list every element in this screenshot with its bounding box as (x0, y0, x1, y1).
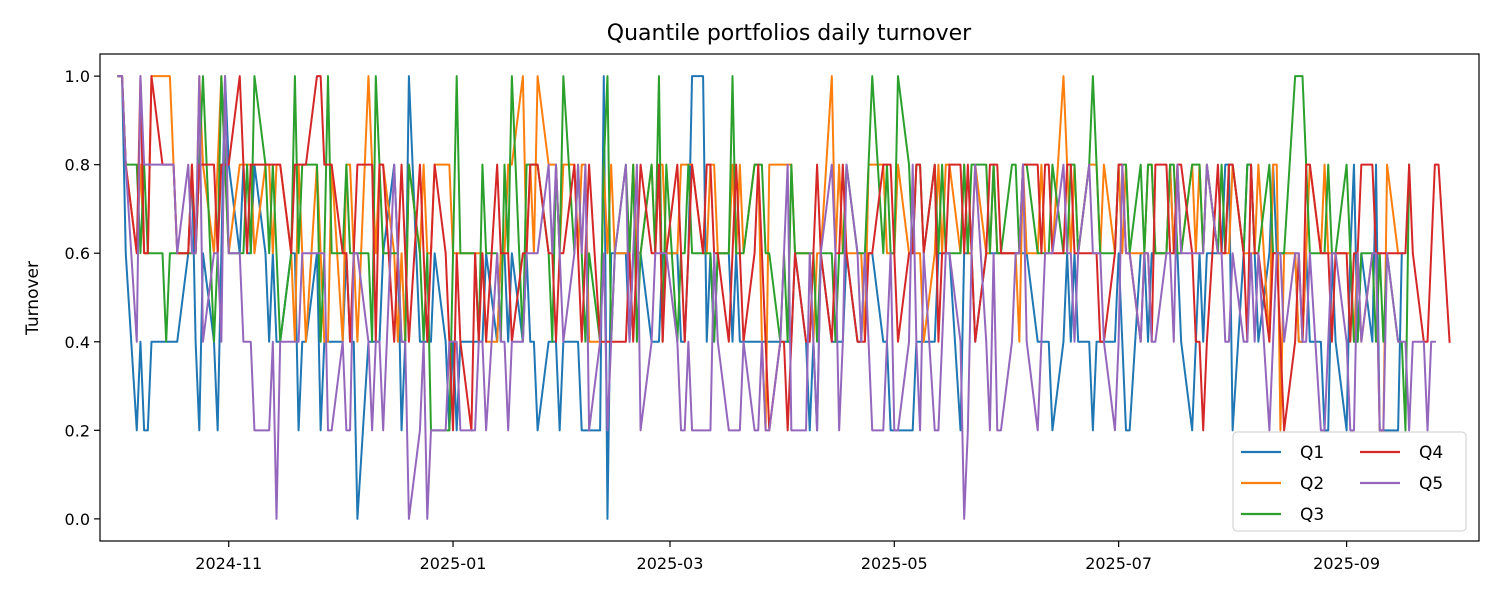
x-tick-label: 2025-07 (1085, 554, 1152, 573)
chart-title: Quantile portfolios daily turnover (607, 21, 972, 46)
y-tick-label: 1.0 (65, 67, 90, 86)
plot-area (117, 75, 1451, 520)
series-line-q5 (117, 75, 1436, 520)
legend-label-q3: Q3 (1300, 505, 1324, 525)
y-tick-label: 0.4 (65, 333, 90, 352)
y-axis-label: Turnover (23, 261, 43, 336)
y-tick-label: 0.2 (65, 421, 90, 440)
series-line-q1 (117, 75, 1403, 520)
series-line-q3 (117, 75, 1411, 432)
x-tick-label: 2025-05 (861, 554, 928, 573)
series-lines (117, 75, 1451, 520)
y-tick-label: 0.8 (65, 156, 90, 175)
plot-frame (99, 53, 1480, 542)
legend: Q1 Q2 Q3 Q4 Q5 (1232, 431, 1467, 532)
legend-label-q5: Q5 (1419, 474, 1443, 494)
legend-box (1232, 431, 1467, 532)
legend-label-q4: Q4 (1419, 443, 1443, 463)
legend-label-q2: Q2 (1300, 474, 1324, 494)
x-tick-label: 2025-01 (420, 554, 487, 573)
legend-label-q1: Q1 (1300, 443, 1324, 463)
x-axis: 2024-11 2025-01 2025-03 2025-05 2025-07 2025-… (195, 541, 1380, 573)
x-tick-label: 2025-03 (637, 554, 704, 573)
series-line-q4 (117, 75, 1451, 432)
y-tick-label: 0.0 (65, 510, 90, 529)
y-tick-label: 0.6 (65, 244, 90, 263)
x-tick-label: 2025-09 (1313, 554, 1380, 573)
x-tick-label: 2024-11 (195, 554, 262, 573)
y-axis: 0.0 0.2 0.4 0.6 0.8 1.0 (65, 67, 100, 529)
